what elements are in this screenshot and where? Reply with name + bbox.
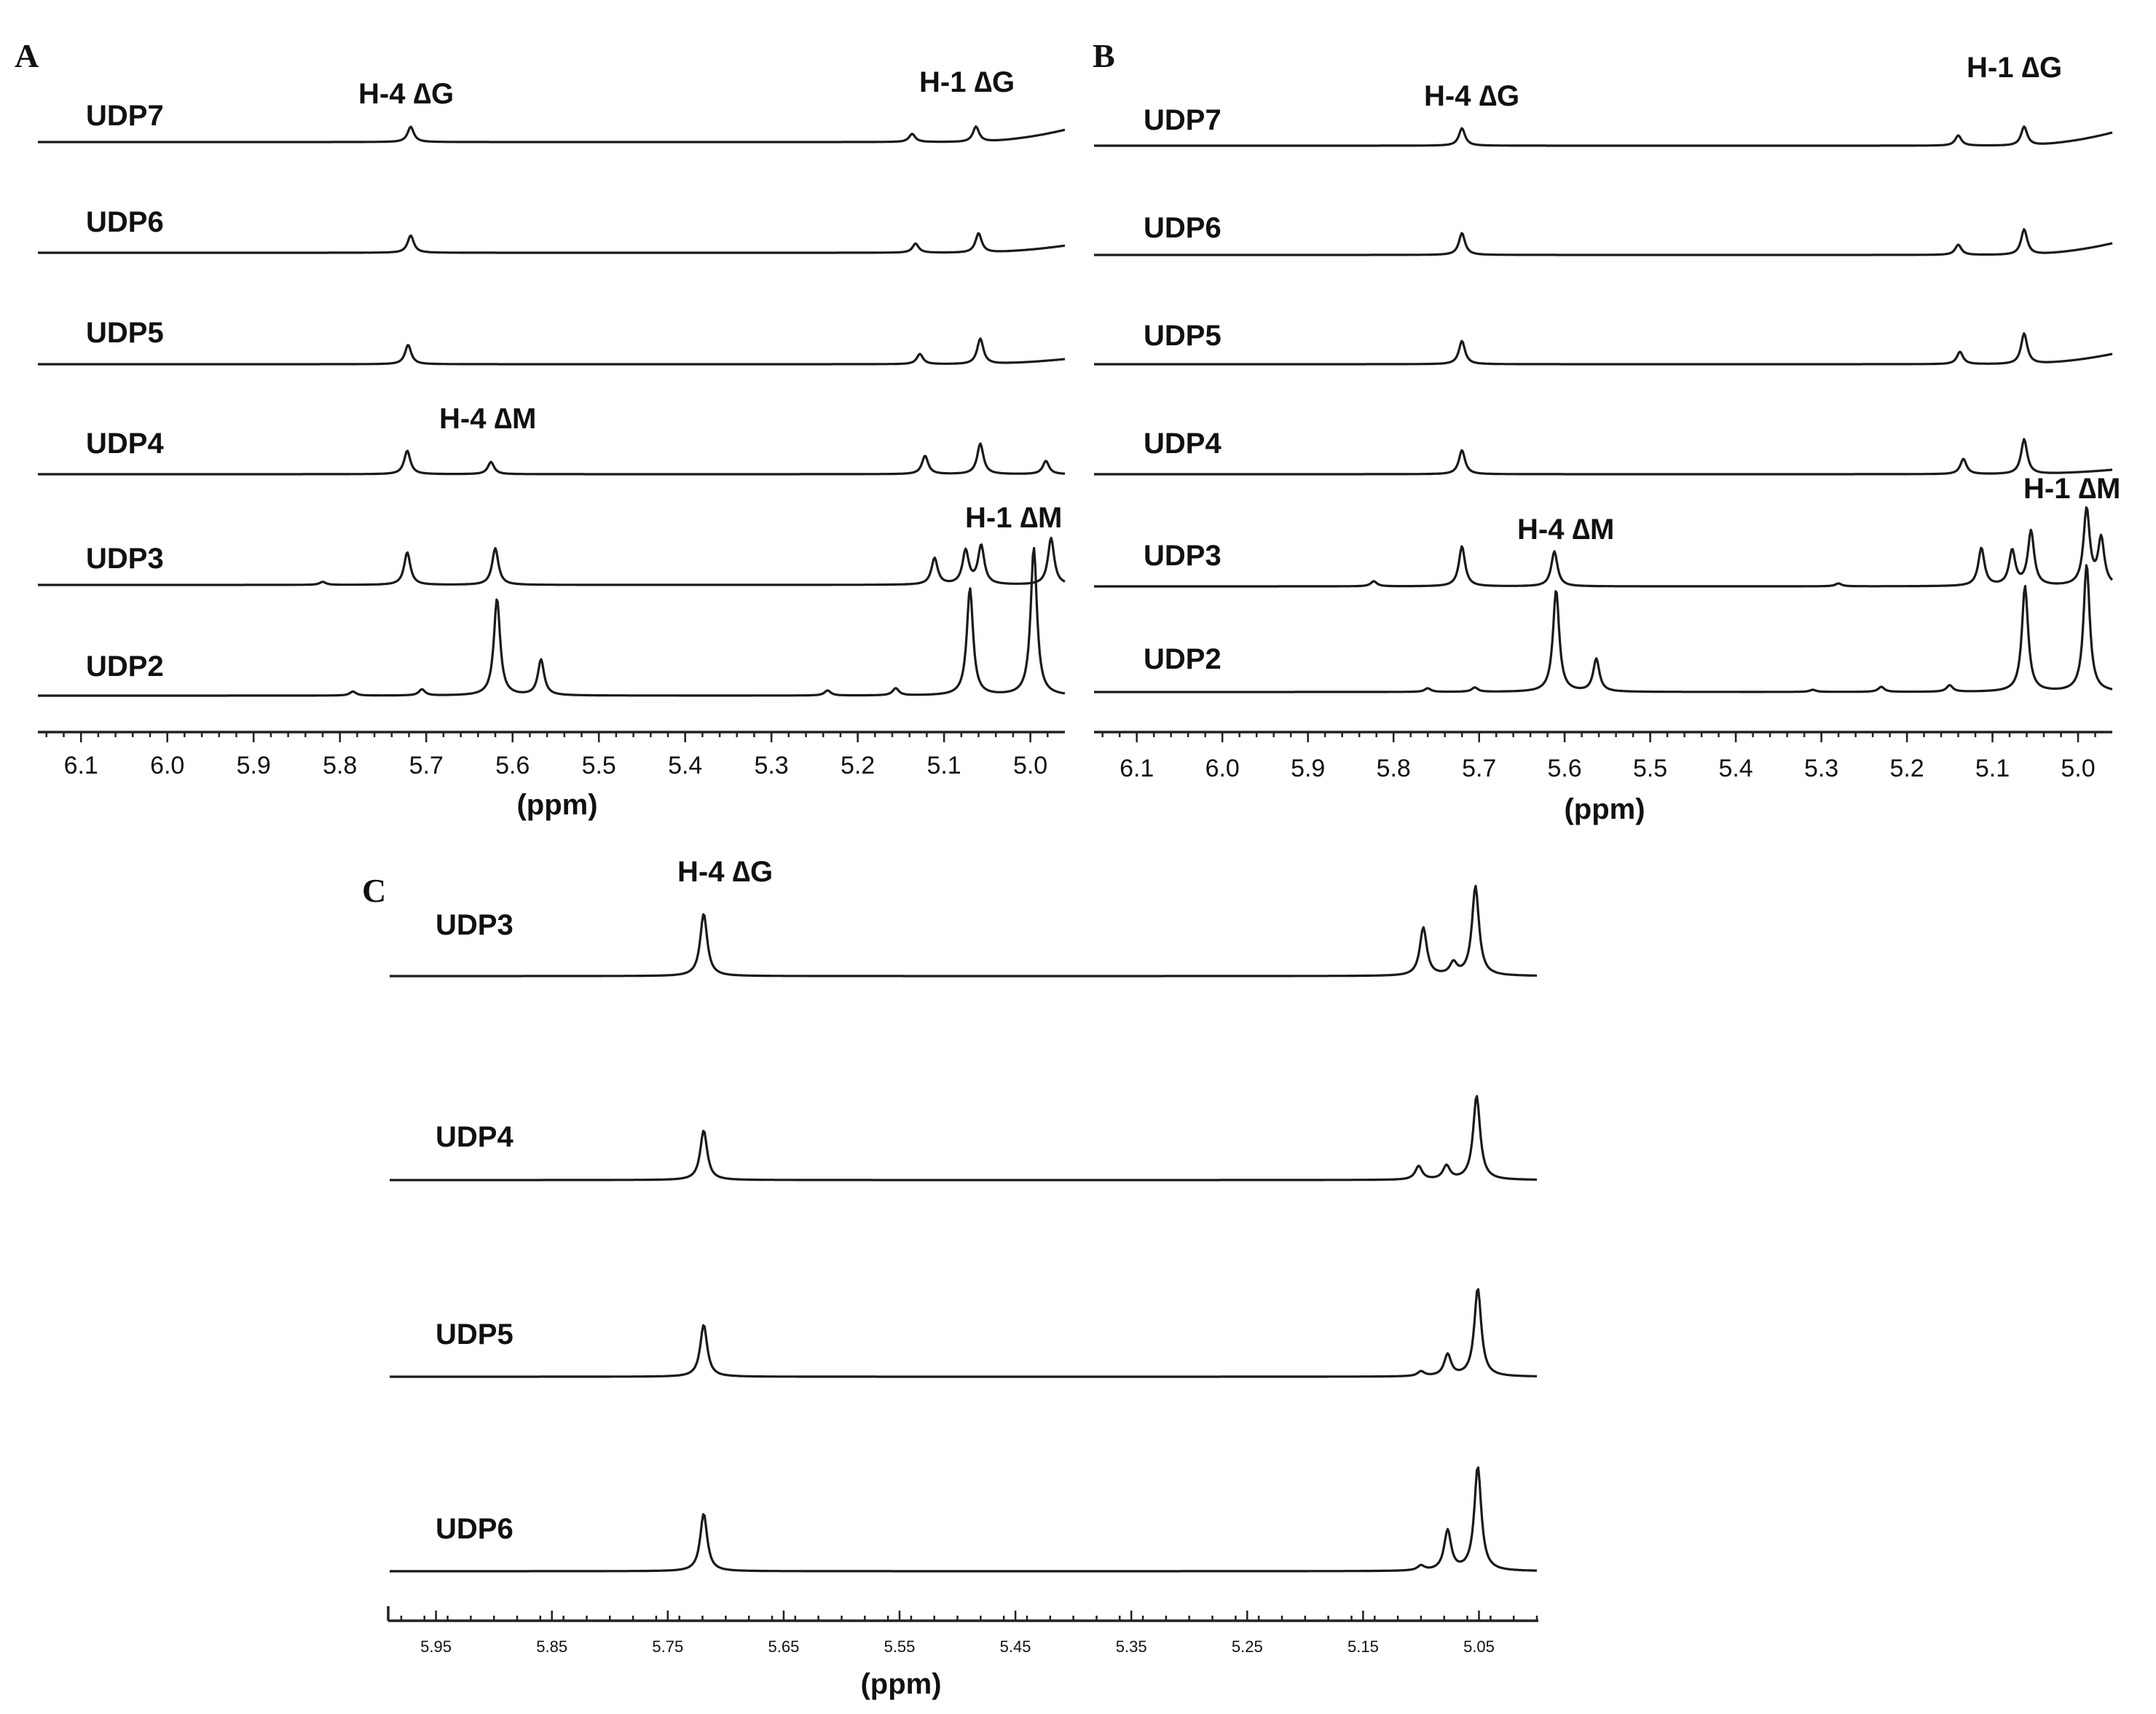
tick-label: 5.65 [768,1638,799,1656]
tick-label: 5.15 [1348,1638,1379,1656]
tick-label: 6.0 [150,752,184,779]
spectrum-a-udp7 [38,125,1066,144]
spectrum-a-udp3 [38,536,1066,586]
annotation-a-h4-dg: H-4 ∆G [358,78,454,110]
series-label-b-udp5: UDP5 [1144,320,1221,352]
tick-label: 6.1 [1120,755,1154,782]
spectrum-a-udp2 [38,546,1066,697]
tick-label: 5.3 [754,752,788,779]
spectrum-b-udp2 [1094,564,2113,693]
spectrum-b-udp5 [1094,332,2113,366]
panel-a: A H-4 ∆G H-1 ∆G H-4 ∆M H-1 ∆M UDP7 UDP6 … [15,37,1066,821]
series-label-b-udp7: UDP7 [1144,104,1221,136]
series-label-b-udp6: UDP6 [1144,212,1221,244]
annotation-b-h1-dm: H-1 ∆M [2023,473,2120,505]
series-label-c-udp5: UDP5 [436,1318,514,1351]
spectrum-a-udp6 [38,232,1066,254]
tick-label: 5.4 [668,752,702,779]
series-label-a-udp2: UDP2 [86,650,164,683]
annotation-a-h1-dg: H-1 ∆G [919,66,1015,98]
tick-label: 5.35 [1116,1638,1147,1656]
tick-label: 5.1 [926,752,961,779]
series-label-a-udp6: UDP6 [86,206,164,238]
x-axis-title-a: (ppm) [516,789,597,821]
series-label-c-udp4: UDP4 [436,1121,514,1153]
panel-label-b: B [1093,37,1115,74]
series-label-a-udp4: UDP4 [86,428,164,460]
x-axis-title-c: (ppm) [860,1668,941,1700]
annotation-a-h4-dm: H-4 ∆M [439,403,536,435]
tick-label: 5.55 [884,1638,916,1656]
spectrum-c-udp3 [390,884,1537,978]
panel-c: C H-4 ∆G UDP3 UDP4 UDP5 UDP6 5.95 5.85 5.7… [362,856,1538,1700]
series-label-a-udp5: UDP5 [86,317,164,349]
series-label-b-udp3: UDP3 [1144,540,1221,572]
spectrum-b-udp6 [1094,228,2113,256]
tick-label: 5.7 [409,752,444,779]
spectrum-c-udp4 [390,1095,1537,1182]
spectrum-c-udp5 [390,1288,1537,1378]
tick-label: 5.6 [495,752,530,779]
panel-label-a: A [15,37,39,74]
annotation-b-h4-dm: H-4 ∆M [1517,514,1614,546]
tick-label: 5.4 [1718,755,1752,782]
tick-label: 5.5 [1633,755,1667,782]
x-ticks-b: 6.1 6.0 5.9 5.8 5.7 5.6 5.5 5.4 5.3 5.2 5.1 5.0 [1101,732,2096,782]
tick-label: 6.0 [1205,755,1240,782]
annotation-b-h1-dg: H-1 ∆G [1967,52,2062,84]
tick-label: 5.0 [1013,752,1047,779]
tick-label: 5.2 [841,752,875,779]
tick-label: 5.45 [1000,1638,1031,1656]
tick-label: 5.7 [1462,755,1496,782]
panel-b: B H-4 ∆G H-1 ∆G H-4 ∆M H-1 ∆M UDP7 UDP6 … [1093,37,2120,825]
spectrum-a-udp4 [38,442,1066,476]
tick-label: 5.25 [1232,1638,1263,1656]
tick-label: 5.1 [1975,755,2010,782]
series-label-c-udp6: UDP6 [436,1513,514,1545]
series-label-b-udp2: UDP2 [1144,643,1221,675]
x-ticks-a: 6.1 6.0 5.9 5.8 5.7 5.6 5.5 5.4 5.3 5.2 5.1 5.0 [45,732,1049,779]
spectrum-b-udp4 [1094,438,2113,476]
series-label-a-udp3: UDP3 [86,543,164,575]
x-axis-title-b: (ppm) [1564,793,1645,825]
series-label-b-udp4: UDP4 [1144,428,1221,460]
tick-label: 5.6 [1547,755,1581,782]
spectrum-c-udp6 [390,1466,1538,1573]
annotation-c-h4-dg: H-4 ∆G [677,856,773,888]
series-label-a-udp7: UDP7 [86,100,164,132]
tick-label: 5.8 [1377,755,1411,782]
tick-label: 6.1 [64,752,98,779]
tick-label: 5.2 [1889,755,1924,782]
tick-label: 5.0 [2061,755,2095,782]
tick-label: 5.9 [1291,755,1325,782]
tick-label: 5.95 [420,1638,452,1656]
tick-label: 5.9 [237,752,271,779]
tick-label: 5.5 [582,752,616,779]
spectrum-b-udp3 [1094,506,2114,588]
spectrum-a-udp5 [38,337,1066,366]
annotation-a-h1-dm: H-1 ∆M [965,502,1062,534]
tick-label: 5.05 [1463,1638,1495,1656]
tick-label: 5.8 [323,752,357,779]
series-label-c-udp3: UDP3 [436,909,514,941]
annotation-b-h4-dg: H-4 ∆G [1424,80,1519,112]
tick-label: 5.75 [652,1638,683,1656]
tick-label: 5.85 [536,1638,567,1656]
tick-label: 5.3 [1804,755,1838,782]
spectrum-b-udp7 [1094,125,2113,147]
x-ticks-c: 5.95 5.85 5.75 5.65 5.55 5.45 5.35 5.25 5.15 5.05 [400,1611,1538,1656]
panel-label-c: C [362,872,386,909]
